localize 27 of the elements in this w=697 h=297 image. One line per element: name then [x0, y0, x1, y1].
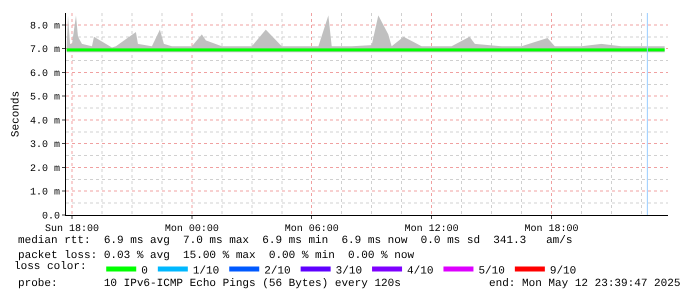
legend-label: 1/10	[192, 265, 220, 278]
legend-label: 2/10	[264, 265, 291, 278]
y-tick-label: 8.0 m	[30, 21, 60, 32]
text: end: Mon May 12 23:39:47 2025	[489, 278, 680, 290]
y-tick-label: 2.0 m	[30, 164, 60, 175]
text: probe: 10 IPv6-ICMP Echo Pings (56 Bytes) every 120s	[18, 278, 401, 290]
y-tick-label: 5.0 m	[30, 92, 60, 104]
legend-label: 5/10	[478, 265, 505, 278]
text: packet loss: 0.03 % avg 15.00 % max 0.00 % min 0.00 % now	[18, 250, 414, 262]
y-tick-label: 1.0 m	[30, 188, 60, 199]
x-tick-label: Mon 12:00	[404, 224, 459, 235]
x-tick-label: Mon 18:00	[524, 224, 578, 235]
y-tick-label: 3.0 m	[30, 140, 60, 152]
y-tick-label: 6.0 m	[30, 68, 60, 80]
legend-label: 4/10	[407, 265, 434, 278]
legend-label: 9/10	[550, 265, 576, 278]
legend-title: loss color:	[14, 260, 94, 273]
y-axis-title: Seconds	[10, 90, 23, 138]
y-tick-label: 0.0	[42, 212, 60, 222]
text: median rtt: 6.9 ms avg 7.0 ms max 6.9 ms min 6.9 ms now 0.0 ms sd 341.3 am/s	[18, 235, 572, 247]
y-tick-label: 4.0 m	[30, 116, 60, 128]
x-tick-label: Mon 06:00	[284, 224, 339, 235]
legend-label: 3/10	[336, 265, 362, 278]
y-tick-label: 7.0 m	[30, 45, 60, 56]
x-tick-label: Mon 00:00	[164, 224, 219, 235]
legend-label: 0	[141, 265, 148, 278]
x-tick-label: Sun 18:00	[44, 224, 99, 235]
